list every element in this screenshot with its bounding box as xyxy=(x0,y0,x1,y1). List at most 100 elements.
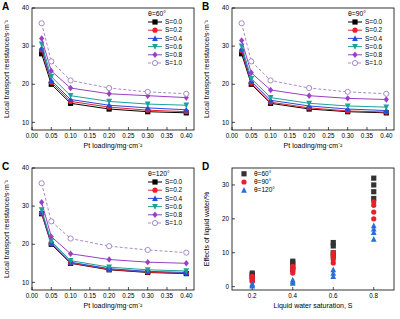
legend-marker xyxy=(241,187,247,193)
y-tick xyxy=(32,206,35,207)
x-tick-label: 0.00 xyxy=(26,132,39,139)
legend-label: θ=120° xyxy=(254,186,275,193)
x-tick xyxy=(289,127,290,130)
panel-label: C xyxy=(2,161,9,172)
y-tick-label: 10 xyxy=(222,249,230,256)
series-line xyxy=(242,40,387,99)
series-line xyxy=(242,46,387,107)
y-tick-label: 20 xyxy=(22,240,30,247)
x-tick xyxy=(373,287,374,290)
x-axis-label: Liquid water saturation, S xyxy=(274,302,353,310)
x-tick-label: 0.15 xyxy=(84,292,97,299)
data-point xyxy=(290,259,295,264)
data-point xyxy=(106,99,112,105)
x-tick-label: 0.40 xyxy=(180,132,193,139)
data-point xyxy=(290,264,295,269)
legend-label: S=0.8 xyxy=(165,211,183,218)
x-tick-label: 0.05 xyxy=(45,132,58,139)
y-tick-label: 20 xyxy=(22,80,30,87)
data-point xyxy=(345,89,350,94)
data-point xyxy=(307,92,312,98)
data-point xyxy=(145,89,150,94)
x-tick xyxy=(70,127,71,130)
y-axis-label: Local transport resistance/s·m⁻¹ xyxy=(3,179,11,278)
legend-label: S=0.6 xyxy=(165,43,183,50)
x-tick-label: 0.00 xyxy=(26,292,39,299)
data-point xyxy=(330,267,336,273)
legend: θ=60°θ=90°θ=120° xyxy=(241,170,275,193)
series-line xyxy=(42,213,187,273)
y-tick xyxy=(232,46,235,47)
y-tick-label: 40 xyxy=(222,4,230,11)
x-axis-label: Pt loading/mg·cm⁻² xyxy=(84,302,143,310)
legend-label: S=0.0 xyxy=(165,18,183,25)
y-tick xyxy=(232,8,235,9)
x-tick-label: 0.25 xyxy=(122,292,135,299)
legend-label: S=0.0 xyxy=(365,18,383,25)
legend-label: S=0.6 xyxy=(165,203,183,210)
y-tick-label: 30 xyxy=(22,42,30,49)
x-tick-label: 0.35 xyxy=(161,292,174,299)
y-tick xyxy=(232,252,235,253)
x-tick xyxy=(89,287,90,290)
panel-label: A xyxy=(2,1,9,12)
series-line xyxy=(42,183,187,252)
legend-label: S=0.2 xyxy=(365,26,383,33)
x-tick xyxy=(128,127,129,130)
legend-label: S=0.4 xyxy=(165,195,183,202)
x-tick-label: 0.2 xyxy=(248,292,257,299)
x-tick xyxy=(51,287,52,290)
data-point xyxy=(145,101,151,107)
data-point xyxy=(371,199,376,204)
x-tick xyxy=(270,127,271,130)
legend-label: S=0.2 xyxy=(165,26,183,33)
data-point xyxy=(383,105,389,111)
data-point xyxy=(371,176,376,181)
series-line xyxy=(42,212,187,273)
x-tick-label: 0.15 xyxy=(284,132,297,139)
x-tick-label: 0.8 xyxy=(369,292,378,299)
y-tick-label: 10 xyxy=(22,119,30,126)
y-tick-label: 30 xyxy=(222,181,230,188)
series-line xyxy=(42,50,187,112)
x-tick xyxy=(309,127,310,130)
x-tick xyxy=(232,127,233,130)
data-point xyxy=(145,247,150,252)
panel: C0.000.050.100.150.200.250.300.350.40102… xyxy=(2,161,194,310)
data-point xyxy=(68,258,74,264)
x-tick-label: 0.10 xyxy=(64,292,77,299)
y-tick xyxy=(232,218,235,219)
plot-frame xyxy=(232,8,394,130)
legend-marker xyxy=(152,28,157,33)
legend-label: S=0.8 xyxy=(365,51,383,58)
series-line xyxy=(242,51,387,112)
data-point xyxy=(68,85,73,91)
y-tick xyxy=(32,84,35,85)
data-point xyxy=(250,274,255,279)
data-point xyxy=(107,256,112,262)
background xyxy=(0,0,400,319)
y-tick xyxy=(232,286,235,287)
x-tick-label: 0.15 xyxy=(84,132,97,139)
figure: A0.000.050.100.150.200.250.300.350.40102… xyxy=(0,0,400,319)
data-point xyxy=(250,274,255,279)
data-point xyxy=(268,87,273,93)
legend: θ=120°S=0.0S=0.2S=0.4S=0.6S=0.8S=1.0 xyxy=(148,170,183,226)
x-tick xyxy=(109,287,110,290)
data-point xyxy=(239,21,244,26)
plot-frame xyxy=(32,168,194,290)
panel-label: D xyxy=(202,161,209,172)
legend-marker xyxy=(352,35,358,41)
data-point xyxy=(371,236,377,242)
x-tick-label: 0.10 xyxy=(264,132,277,139)
data-point xyxy=(68,93,74,99)
y-axis-label: Effects of liquid water/% xyxy=(203,192,211,267)
data-point xyxy=(331,250,336,255)
legend-label: S=0.2 xyxy=(165,186,183,193)
data-point xyxy=(306,101,312,107)
data-point xyxy=(183,103,189,109)
x-tick-label: 0.6 xyxy=(329,292,338,299)
data-point xyxy=(68,251,73,257)
series-line xyxy=(42,23,187,94)
data-point xyxy=(371,223,377,229)
